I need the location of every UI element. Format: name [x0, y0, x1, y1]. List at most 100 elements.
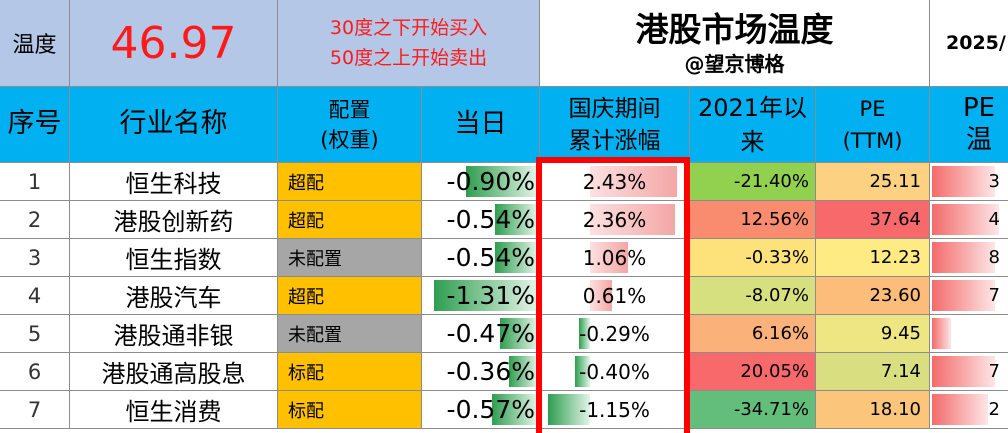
- pe-header-line2: (TTM): [842, 128, 903, 153]
- today-change-bar: [494, 242, 537, 273]
- pe-ttm: 18.10: [816, 391, 930, 429]
- industry-name: 恒生指数: [70, 239, 278, 277]
- today-change-text: -1.31%: [446, 281, 535, 310]
- today-change: -0.47%: [422, 315, 540, 353]
- pe-temperature-bar: [932, 242, 995, 273]
- today-change-text: -0.57%: [446, 395, 535, 424]
- since-2021-change: -0.33%: [690, 239, 816, 277]
- industry-name: 港股汽车: [70, 277, 278, 315]
- today-change-bar: [508, 356, 537, 387]
- holiday-change-text: -0.29%: [579, 321, 650, 346]
- pe-temperature-text: 7: [988, 361, 1000, 382]
- industry-name-text: 恒生科技: [125, 170, 222, 198]
- industry-name-text: 恒生消费: [125, 398, 222, 426]
- today-change-bar: [500, 318, 537, 349]
- col-header-today: 当日: [422, 87, 540, 163]
- pe-header-line1: PE: [859, 96, 886, 121]
- pe-temperature: 7: [930, 353, 1008, 391]
- title-block: 港股市场温度 @望京博格: [540, 0, 930, 87]
- since-2021-text: -8.07%: [745, 285, 809, 306]
- pe-temperature-bar: [932, 204, 999, 235]
- since-2021-text: -21.40%: [733, 171, 809, 192]
- holiday-negative-bar: [575, 356, 590, 387]
- today-change-bar: [494, 204, 537, 235]
- row-index-text: 5: [27, 321, 42, 346]
- pe-temperature-bar: [932, 166, 995, 197]
- allocation-cell: 标配: [278, 353, 422, 391]
- row-index: 4: [0, 277, 70, 315]
- row-index-text: 6: [27, 359, 42, 384]
- pe-temperature-bar: [932, 280, 995, 311]
- since-2021-text: 12.56%: [740, 209, 809, 230]
- allocation-cell: 未配置: [278, 239, 422, 277]
- holiday-change-text: 2.43%: [582, 169, 647, 194]
- since-2021-change: -21.40%: [690, 163, 816, 201]
- allocation-header-line1: 配置: [328, 97, 371, 122]
- pe-ttm: 25.11: [816, 163, 930, 201]
- holiday-change-text: 0.61%: [582, 283, 647, 308]
- pe-temperature-text: 3: [988, 171, 1000, 192]
- col-header-allocation: 配置 (权重): [278, 87, 422, 163]
- today-change: -0.36%: [422, 353, 540, 391]
- holiday-positive-bar: [590, 204, 675, 235]
- pe-ttm: 9.45: [816, 315, 930, 353]
- holiday-change: -0.29%: [540, 315, 690, 353]
- industry-name: 港股创新药: [70, 201, 278, 239]
- holiday-change: 1.06%: [540, 239, 690, 277]
- row-index-text: 2: [27, 207, 42, 232]
- today-change-text: -0.90%: [446, 167, 535, 196]
- col-header-holiday-gain: 国庆期间 累计涨幅: [540, 87, 690, 163]
- pe-temperature: 8: [930, 239, 1008, 277]
- since-2021-change: -34.71%: [690, 391, 816, 429]
- pe-ttm-text: 9.45: [880, 323, 921, 344]
- holiday-negative-bar: [579, 318, 590, 349]
- author-handle: @望京博格: [684, 52, 785, 76]
- holiday-header-line2: 累计涨幅: [568, 127, 661, 154]
- col-header-pe: PE (TTM): [816, 87, 930, 163]
- holiday-change: 2.43%: [540, 163, 690, 201]
- since-2021-change: 6.16%: [690, 315, 816, 353]
- pe-temperature-bar: [932, 318, 951, 349]
- pe-temperature: 3: [930, 163, 1008, 201]
- today-change-bar: [466, 166, 537, 197]
- today-change: -1.31%: [422, 277, 540, 315]
- since-2021-change: -8.07%: [690, 277, 816, 315]
- temperature-value: 46.97: [70, 0, 278, 87]
- allocation-text: 未配置: [288, 324, 342, 346]
- pe-temperature: [930, 315, 1008, 353]
- holiday-positive-bar: [590, 242, 629, 273]
- today-change: -0.54%: [422, 201, 540, 239]
- holiday-change: -1.15%: [540, 391, 690, 429]
- holiday-change-text: 2.36%: [582, 207, 647, 232]
- today-change-bar: [434, 280, 537, 311]
- today-change-text: -0.36%: [446, 357, 535, 386]
- industry-name-text: 港股创新药: [113, 208, 234, 236]
- allocation-cell: 超配: [278, 163, 422, 201]
- allocation-text: 标配: [288, 400, 324, 422]
- pe-temperature-text: 4: [988, 209, 1000, 230]
- today-change-text: -0.47%: [446, 319, 535, 348]
- industry-name: 恒生科技: [70, 163, 278, 201]
- row-index: 7: [0, 391, 70, 429]
- pe-ttm-text: 12.23: [869, 247, 921, 268]
- col-header-name: 行业名称: [70, 87, 278, 163]
- pe-temperature: 4: [930, 201, 1008, 239]
- holiday-change: -0.40%: [540, 353, 690, 391]
- row-index-text: 4: [27, 283, 42, 308]
- pe-ttm-text: 23.60: [869, 285, 921, 306]
- holiday-positive-bar: [590, 280, 612, 311]
- industry-name: 恒生消费: [70, 391, 278, 429]
- rule-buy: 30度之下开始买入: [329, 17, 488, 39]
- industry-name-text: 港股汽车: [125, 284, 222, 312]
- industry-name: 港股通非银: [70, 315, 278, 353]
- holiday-change-text: -1.15%: [579, 397, 650, 422]
- industry-name-text: 港股通高股息: [101, 360, 246, 388]
- since-header-line2: 来: [740, 127, 765, 156]
- holiday-change: 0.61%: [540, 277, 690, 315]
- row-index-text: 3: [27, 245, 42, 270]
- industry-name-text: 恒生指数: [125, 246, 222, 274]
- pe-temperature-text: 2: [988, 399, 1000, 420]
- pe-temperature-bar: [932, 394, 988, 425]
- col-header-pe-temperature: PE温: [930, 87, 1008, 163]
- industry-name-text: 港股通非银: [113, 322, 234, 350]
